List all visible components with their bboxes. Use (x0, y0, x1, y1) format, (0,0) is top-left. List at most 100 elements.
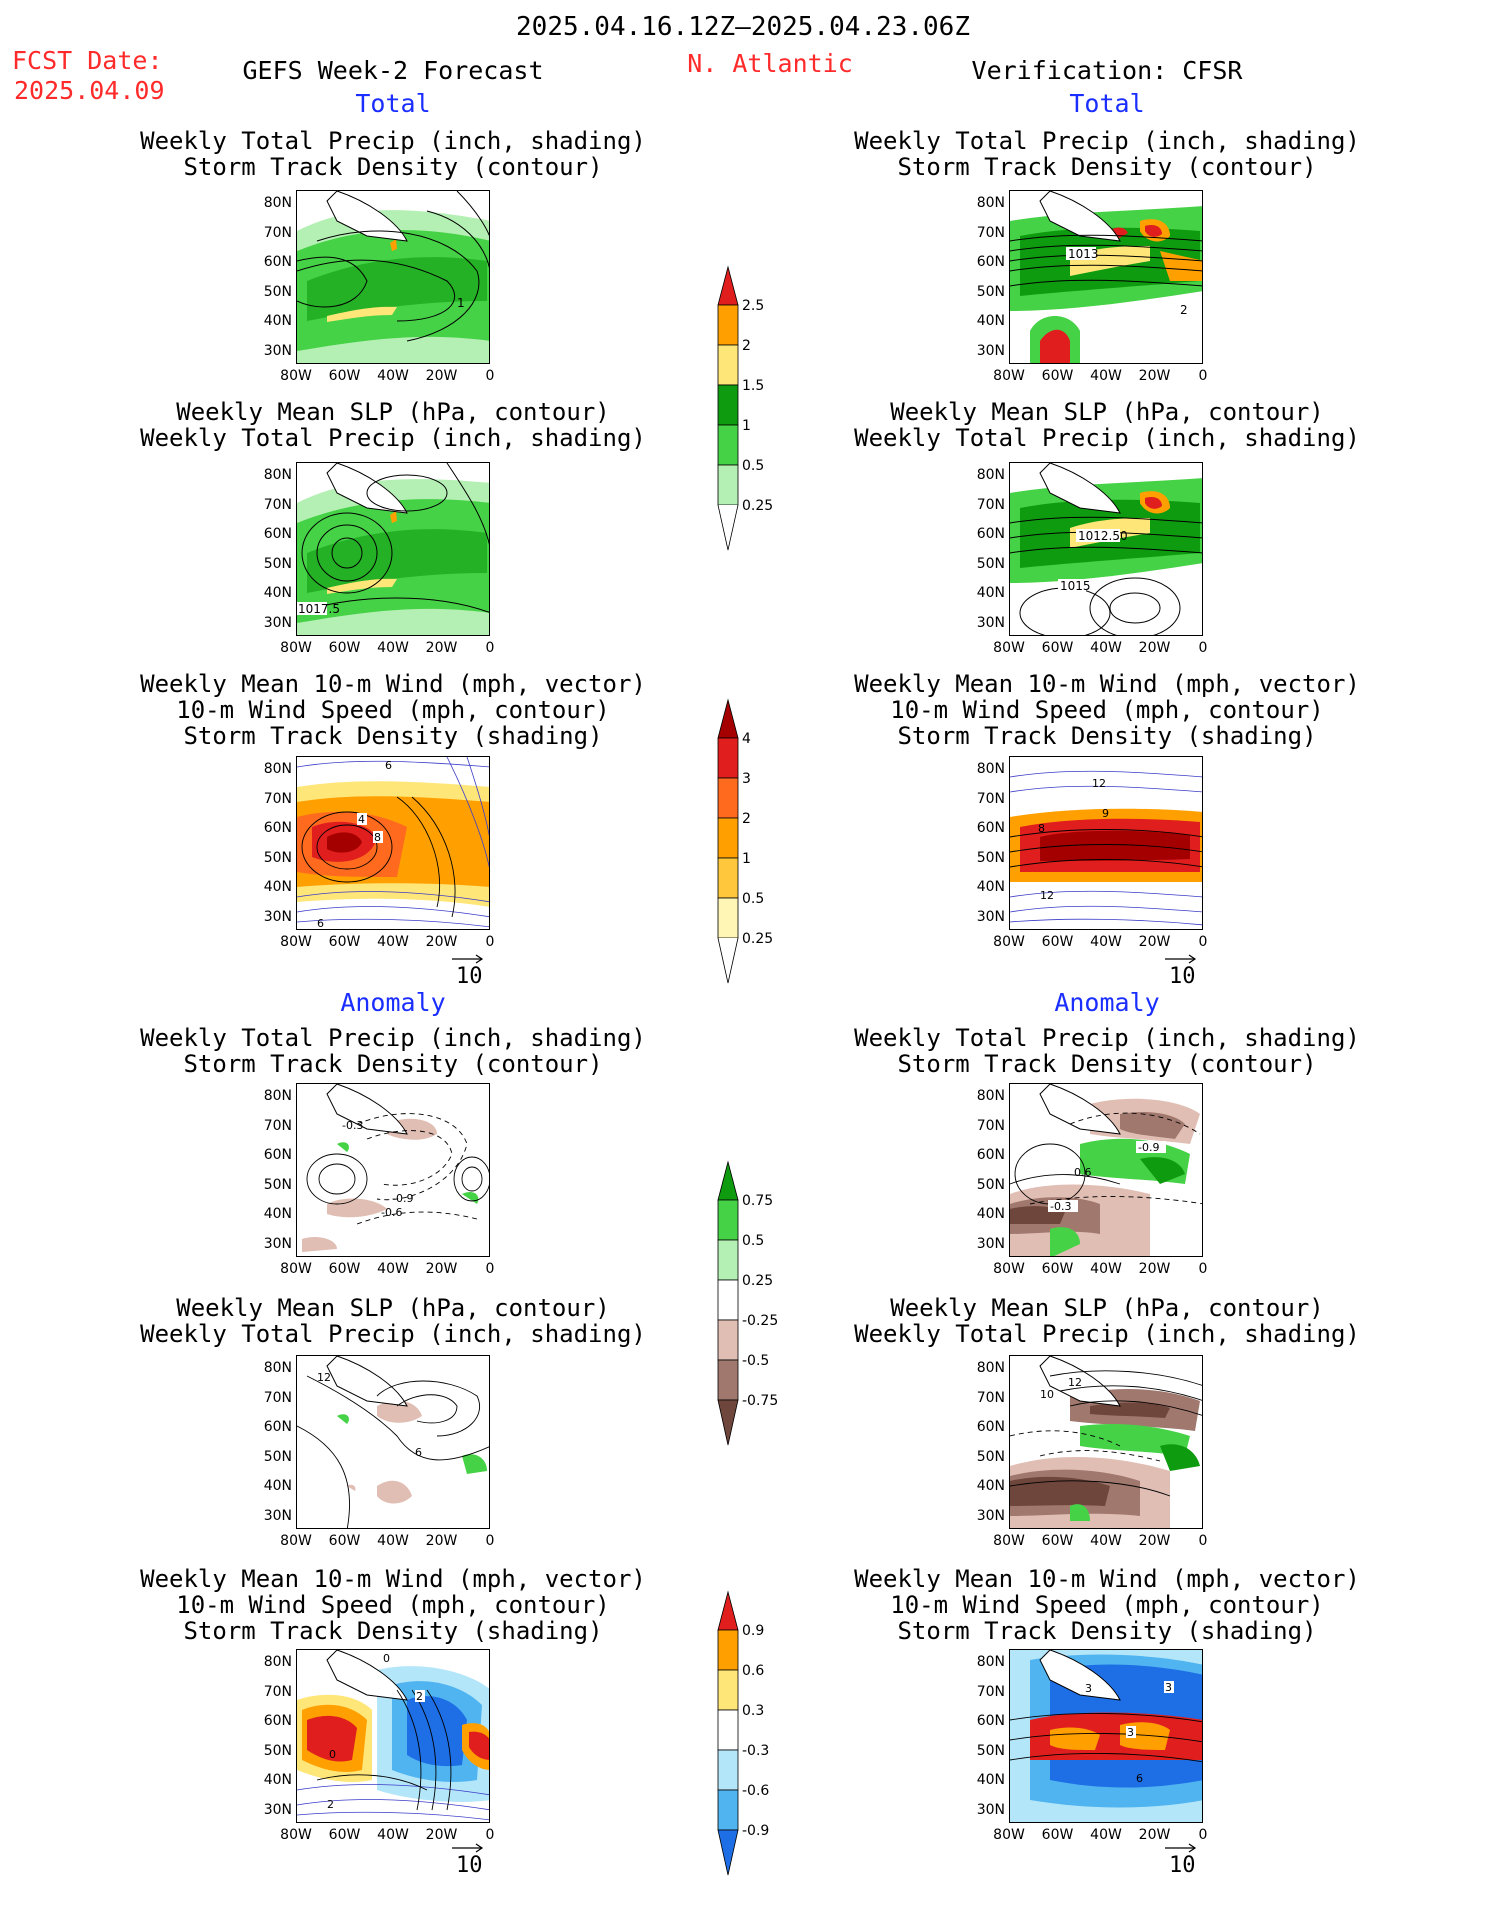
map-ver-wind-storm: 12 8 9 12 (1009, 756, 1203, 930)
lat-tick-label: 40N (976, 879, 1005, 895)
lat-tick-label: 50N (263, 849, 292, 866)
lat-tick-label: 70N (263, 790, 292, 807)
map-ver-slp-precip-anom: 12 10 (1009, 1355, 1203, 1529)
cbar-label: 0.25 (742, 498, 774, 514)
cbar-label: 0.3 (742, 1703, 765, 1719)
lat-tick-label: 60N (976, 1147, 1005, 1163)
lon-tick-label: 40W (1090, 640, 1122, 656)
lat-tick-label: 70N (976, 1117, 1005, 1134)
contour-label: 2 (1180, 303, 1188, 317)
lat-tick-label: 80N (263, 467, 292, 483)
lon-tick-label: 40W (1090, 934, 1122, 950)
lon-tick-label: 80W (280, 640, 312, 656)
map-fcst-precip-storm-anom: -0.3 -0.9 -0.6 (296, 1083, 490, 1257)
lat-tick-label: 50N (263, 283, 292, 300)
lon-tick-label: 40W (377, 1827, 409, 1843)
contour-label: -0.6 (381, 1206, 402, 1219)
lat-tick-label: 60N (976, 526, 1005, 542)
title-ver-wind-storm: Weekly Mean 10-m Wind (mph, vector) 10-m… (854, 670, 1360, 750)
title-fcst-precip-storm-anom: Weekly Total Precip (inch, shading) Stor… (140, 1024, 646, 1078)
cbar-label: 1 (742, 851, 751, 867)
lon-tick-label: 40W (1090, 1261, 1122, 1277)
map-fcst-slp-precip-anom: 12 6 (296, 1355, 490, 1529)
lon-tick-label: 20W (1138, 368, 1171, 384)
cbar-label: 0.6 (742, 1663, 765, 1679)
map-fcst-wind-storm-anom: 0 2 0 2 (296, 1649, 490, 1823)
cbar-label: 1 (742, 418, 751, 434)
lat-tick-label: 30N (976, 1801, 1005, 1818)
lon-tick-label: 0 (485, 640, 495, 656)
lat-tick-label: 40N (976, 1206, 1005, 1222)
lat-tick-label: 50N (263, 1176, 292, 1193)
lon-tick-label: 20W (425, 1827, 458, 1843)
lat-tick-label: 50N (976, 1742, 1005, 1759)
contour-label: 12 (1092, 777, 1106, 790)
contour-label: 1 (457, 296, 465, 310)
contour-label: 3 (1165, 1681, 1172, 1694)
vector-reference-arrow-icon (452, 1843, 484, 1853)
title-fcst-wind-storm-anom: Weekly Mean 10-m Wind (mph, vector) 10-m… (140, 1565, 646, 1645)
title-ver-precip-storm: Weekly Total Precip (inch, shading) Stor… (854, 127, 1360, 181)
lon-tick-label: 0 (485, 1827, 495, 1843)
lat-tick-label: 30N (263, 1801, 292, 1818)
lat-tick-label: 50N (976, 1448, 1005, 1465)
cbar-label: 1.5 (742, 378, 765, 394)
colorbar-precip-total (716, 265, 740, 555)
lon-tick-label: 80W (280, 1827, 312, 1843)
lon-tick-label: 20W (425, 1533, 458, 1549)
lat-tick-label: 60N (263, 1419, 292, 1435)
cbar-label: -0.75 (742, 1393, 779, 1409)
lon-tick-label: 20W (1138, 640, 1171, 656)
lat-tick-label: 70N (263, 224, 292, 241)
lon-tick-label: 60W (1041, 1533, 1074, 1549)
contour-label: -0.9 (1138, 1141, 1159, 1154)
contour-label: 1017.5 (298, 602, 340, 616)
lon-tick-label: 60W (328, 1827, 361, 1843)
lon-tick-label: 0 (1198, 1533, 1208, 1549)
colorbar-storm-anom (716, 1590, 740, 1880)
lat-tick-label: 30N (976, 614, 1005, 631)
title-ver-precip-storm-anom: Weekly Total Precip (inch, shading) Stor… (854, 1024, 1360, 1078)
cbar-label: -0.5 (742, 1353, 770, 1369)
vector-reference-label: 10 (456, 964, 483, 989)
lat-tick-label: 50N (263, 1448, 292, 1465)
lat-tick-label: 70N (263, 1389, 292, 1406)
cbar-label: 2 (742, 338, 751, 354)
lon-tick-label: 0 (1198, 1261, 1208, 1277)
lon-tick-label: 0 (1198, 1827, 1208, 1843)
cbar-label: 0.9 (742, 1623, 765, 1639)
lon-tick-label: 20W (1138, 934, 1171, 950)
lat-tick-label: 30N (976, 342, 1005, 359)
vector-reference-label: 10 (1169, 964, 1196, 989)
lat-tick-label: 30N (263, 1235, 292, 1252)
lat-tick-label: 70N (976, 1683, 1005, 1700)
lon-tick-label: 40W (1090, 1827, 1122, 1843)
contour-label: 4 (358, 813, 365, 826)
title-fcst-wind-storm: Weekly Mean 10-m Wind (mph, vector) 10-m… (140, 670, 646, 750)
lon-tick-label: 20W (425, 934, 458, 950)
lon-tick-label: 60W (328, 640, 361, 656)
lat-tick-label: 80N (263, 1088, 292, 1104)
contour-label: 1013 (1068, 247, 1099, 261)
lon-tick-label: 40W (377, 1533, 409, 1549)
contour-label: 6 (415, 1446, 422, 1459)
lat-tick-label: 60N (263, 1147, 292, 1163)
lat-tick-label: 40N (263, 879, 292, 895)
lon-tick-label: 0 (485, 934, 495, 950)
cbar-label: 0.5 (742, 1233, 765, 1249)
cbar-label: -0.9 (742, 1823, 770, 1839)
date-range-title: 2025.04.16.12Z–2025.04.23.06Z (516, 12, 970, 42)
lat-tick-label: 50N (976, 1176, 1005, 1193)
lon-tick-label: 80W (993, 1827, 1025, 1843)
contour-label: -0.3 (1050, 1200, 1071, 1213)
lat-tick-label: 50N (263, 555, 292, 572)
contour-label: 6 (385, 759, 392, 772)
fcst-date-label: FCST Date: (12, 46, 163, 75)
contour-label: 12 (1040, 889, 1054, 902)
lat-tick-label: 60N (263, 820, 292, 836)
map-ver-slp-precip: 1012.50 1015 (1009, 462, 1203, 636)
contour-label: 0 (329, 1748, 336, 1761)
contour-label: 2 (327, 1798, 334, 1811)
vector-reference-label: 10 (1169, 1853, 1196, 1878)
lat-tick-label: 70N (976, 790, 1005, 807)
